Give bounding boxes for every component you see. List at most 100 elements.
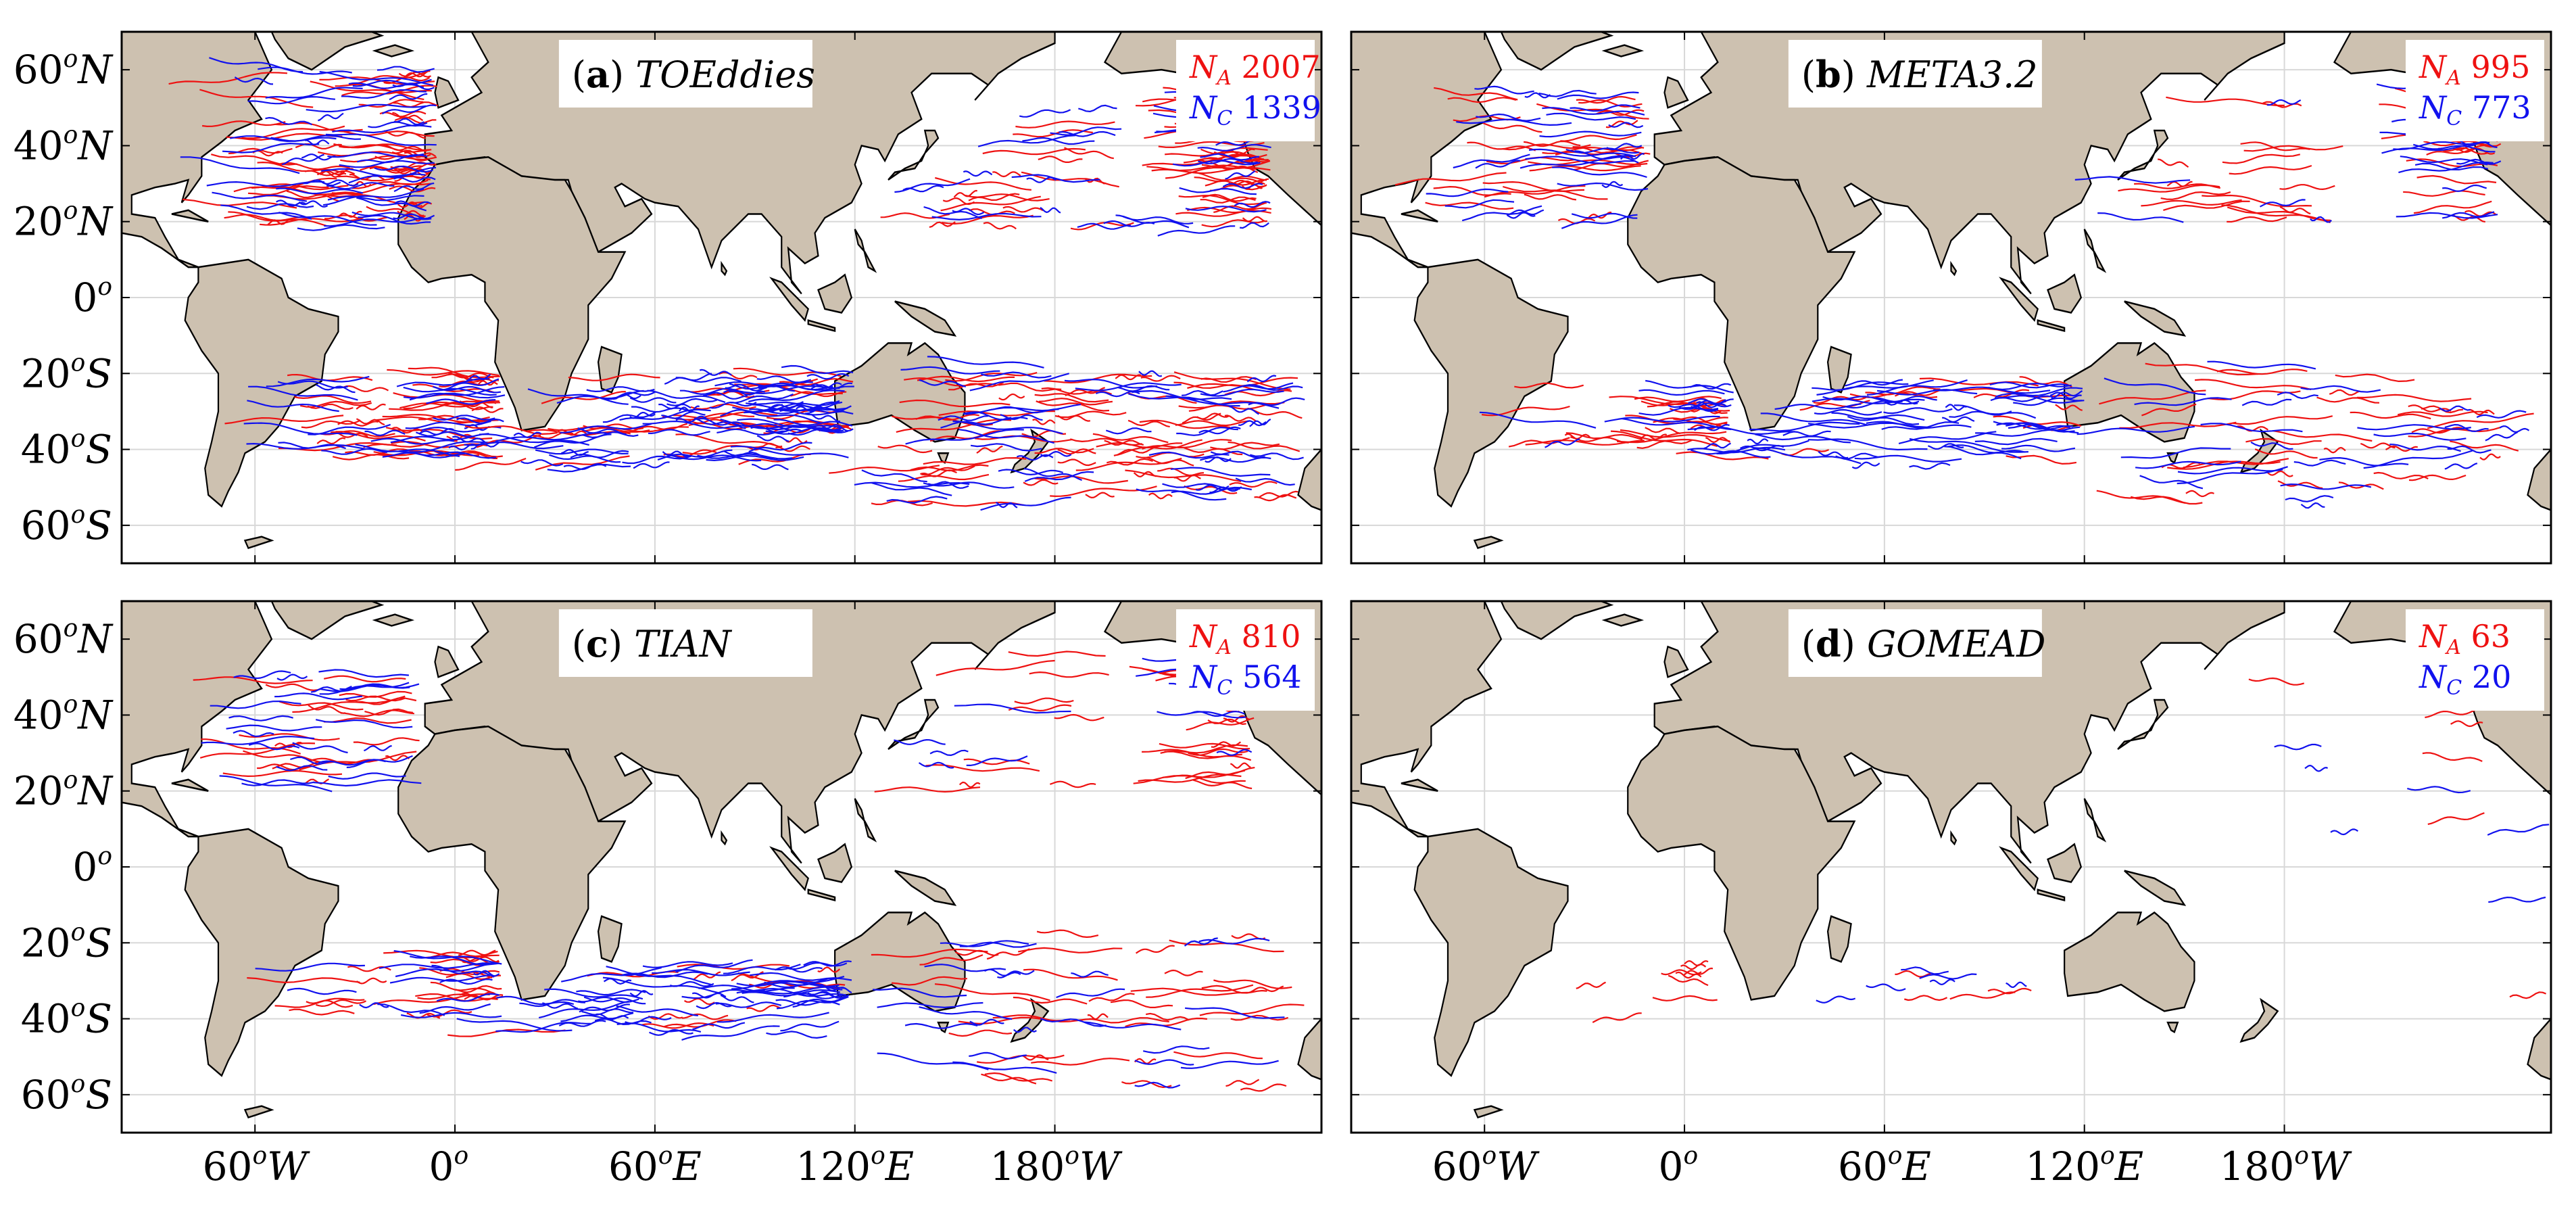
cyclonic-track <box>534 433 612 448</box>
cyclonic-track <box>1200 153 1260 161</box>
anticyclonic-track <box>2163 200 2250 211</box>
anticyclonic-track <box>1107 458 1153 466</box>
cyclonic-track <box>416 431 473 438</box>
anticyclonic-track <box>424 951 498 959</box>
cyclonic-track <box>648 429 710 436</box>
cyclonic-track <box>1703 442 1732 450</box>
anticyclonic-track <box>1110 999 1173 1009</box>
anticyclonic-track <box>1054 713 1104 722</box>
anticyclonic-track <box>1070 222 1134 231</box>
cyclonic-track <box>1444 199 1515 209</box>
cyclonic-track <box>1185 206 1267 213</box>
cyclonic-track <box>2357 424 2471 431</box>
anticyclonic-track <box>817 966 841 973</box>
cyclonic-track <box>306 103 427 113</box>
cyclonic-track <box>1876 389 1978 396</box>
cyclonic-track <box>1103 220 1155 227</box>
cyclonic-track <box>558 1020 606 1027</box>
cyclonic-track <box>1989 381 2068 389</box>
cyclonic-track <box>527 388 629 405</box>
anticyclonic-track <box>998 382 1062 392</box>
cyclonic-track <box>1157 711 1246 719</box>
cyclonic-track <box>729 383 796 392</box>
cyclonic-track <box>775 999 840 1006</box>
cyclonic-track <box>924 964 1006 972</box>
anticyclonic-track <box>1705 437 1731 443</box>
cyclonic-track <box>212 191 308 202</box>
cyclonic-track <box>560 423 652 433</box>
anticyclonic-track <box>1038 156 1083 163</box>
anticyclonic-track <box>247 977 360 984</box>
cyclonic-track <box>258 66 352 75</box>
cyclonic-track <box>1749 421 1860 432</box>
cyclonic-track <box>1847 415 1920 425</box>
cyclonic-track <box>927 481 969 489</box>
cyclonic-track <box>357 154 428 164</box>
cyclonic-track <box>2310 216 2332 223</box>
cyclonic-track <box>389 93 428 101</box>
anticyclonic-track <box>1151 166 1271 174</box>
anticyclonic-track <box>1609 396 1725 406</box>
cyclonic-track <box>1845 400 1920 409</box>
cyclonic-track <box>328 772 406 780</box>
cyclonic-track <box>1077 222 1131 230</box>
anticyclonic-track <box>356 697 417 705</box>
anticyclonic-track <box>2099 389 2206 405</box>
cyclonic-track <box>1507 212 1536 219</box>
cyclonic-track <box>1040 450 1072 457</box>
anticyclonic-track <box>1088 993 1135 1002</box>
anticyclonic-track <box>2266 470 2293 477</box>
cyclonic-track <box>513 431 542 439</box>
cyclonic-track <box>2135 460 2241 469</box>
cyclonic-track <box>390 433 489 444</box>
x-tick-label: 120oE <box>796 1142 914 1189</box>
cyclonic-track <box>321 179 359 187</box>
anticyclonic-track <box>193 676 313 684</box>
cyclonic-track <box>276 674 308 681</box>
anticyclonic-track <box>746 442 783 451</box>
cyclonic-track <box>270 135 361 142</box>
anticyclonic-track <box>1008 704 1072 712</box>
anticyclonic-track <box>1248 985 1284 994</box>
cyclonic-track <box>1818 450 1849 459</box>
cyclonic-track <box>2200 423 2303 433</box>
cyclonic-track <box>959 941 1037 948</box>
anticyclonic-track <box>899 399 1011 408</box>
cyclonic-track <box>1822 396 1903 403</box>
cyclonic-track <box>1574 150 1639 164</box>
anticyclonic-track <box>387 369 500 377</box>
anticyclonic-track <box>1057 458 1096 467</box>
cyclonic-track <box>1687 426 1795 435</box>
anticyclonic-track <box>2157 158 2189 168</box>
anticyclonic-track <box>1023 479 1059 486</box>
cyclonic-track <box>579 1003 630 1013</box>
cyclonic-track <box>303 179 341 187</box>
cyclonic-track <box>2074 176 2191 184</box>
anticyclonic-track <box>2141 403 2197 417</box>
cyclonic-track <box>603 978 632 985</box>
y-tick-label: 40oN <box>14 121 114 168</box>
cyclonic-track <box>2006 981 2027 989</box>
anticyclonic-track <box>1691 407 1722 415</box>
anticyclonic-track <box>379 110 427 118</box>
cyclonic-track <box>297 224 385 231</box>
anticyclonic-track <box>356 977 387 985</box>
cyclonic-track <box>318 669 409 678</box>
anticyclonic-track <box>1254 494 1297 502</box>
cyclonic-track <box>1180 1060 1279 1069</box>
cyclonic-track <box>1881 421 1960 430</box>
cyclonic-track <box>2104 377 2206 396</box>
anticyclonic-track <box>983 222 1017 230</box>
anticyclonic-track <box>2338 481 2384 490</box>
anticyclonic-track <box>1044 373 1152 384</box>
anticyclonic-track <box>464 425 558 435</box>
cyclonic-track <box>666 398 718 406</box>
cyclonic-track <box>1688 398 1734 405</box>
cyclonic-track <box>2300 385 2381 393</box>
cyclonic-track <box>877 1001 983 1009</box>
cyclonic-track <box>940 940 1029 947</box>
cyclonic-track <box>622 455 692 465</box>
anticyclonic-track <box>684 997 715 1006</box>
cyclonic-track <box>304 139 330 146</box>
cyclonic-track <box>377 1003 445 1016</box>
